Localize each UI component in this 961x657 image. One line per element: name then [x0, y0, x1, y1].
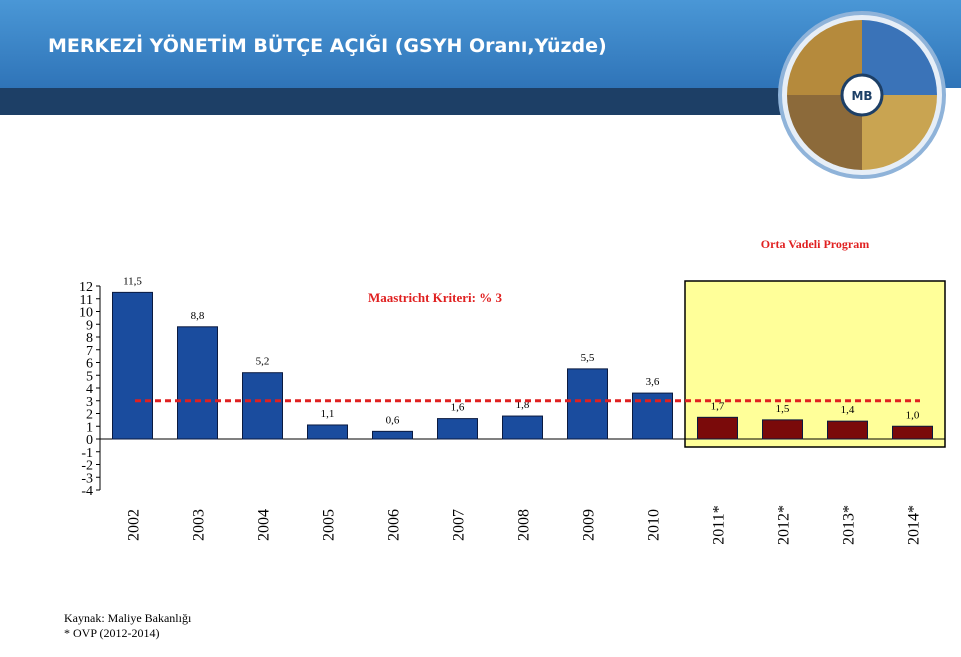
logo-text: MB [851, 89, 872, 103]
x-tick-label: 2013* [841, 505, 858, 545]
y-tick-label: 2 [86, 408, 93, 423]
plot: Orta Vadeli Program-4-3-2-10123456789101… [79, 237, 945, 545]
x-tick-label: 2010 [646, 509, 663, 541]
bar [828, 421, 868, 439]
bar [178, 327, 218, 439]
value-label: 11,5 [123, 275, 142, 287]
highlight-label: Orta Vadeli Program [761, 237, 869, 251]
bar [698, 417, 738, 439]
reference-label: Maastricht Kriteri: % 3 [368, 290, 502, 305]
value-label: 1,5 [776, 403, 790, 415]
bar [438, 419, 478, 439]
y-tick-label: 12 [79, 280, 93, 295]
x-tick-label: 2003 [191, 509, 208, 541]
page: MERKEZİ YÖNETİM BÜTÇE AÇIĞI (GSYH Oranı,… [0, 0, 961, 652]
x-tick-label: 2005 [321, 509, 338, 541]
value-label: 1,6 [451, 402, 465, 414]
y-tick-label: -2 [81, 459, 93, 474]
x-tick-label: 2009 [581, 509, 598, 541]
y-tick-label: 7 [86, 344, 93, 359]
value-label: 1,0 [906, 409, 920, 421]
y-tick-label: 11 [80, 293, 93, 308]
bar [893, 426, 933, 439]
bar [373, 431, 413, 439]
y-tick-label: -4 [81, 484, 93, 499]
y-tick-label: 5 [86, 369, 93, 384]
x-tick-label: 2011* [711, 505, 728, 544]
value-label: 8,8 [191, 310, 205, 322]
y-tick-label: 3 [86, 395, 93, 410]
x-tick-label: 2007 [451, 509, 468, 541]
y-tick-label: -1 [81, 446, 93, 461]
bar [503, 416, 543, 439]
y-tick-label: 9 [86, 318, 93, 333]
bar [308, 425, 348, 439]
y-tick-label: -3 [81, 471, 93, 486]
y-tick-label: 4 [86, 382, 93, 397]
value-label: 3,6 [646, 376, 660, 388]
value-label: 5,2 [256, 356, 270, 368]
y-tick-label: 6 [86, 357, 93, 372]
value-label: 5,5 [581, 352, 595, 364]
logo: MB [780, 13, 944, 177]
y-tick-label: 8 [86, 331, 93, 346]
y-tick-label: 1 [86, 420, 93, 435]
y-tick-label: 10 [79, 306, 93, 321]
x-tick-label: 2004 [256, 509, 273, 541]
source: Kaynak: Maliye Bakanlığı [64, 611, 192, 625]
header-strip [0, 88, 800, 115]
bar [763, 420, 803, 439]
x-tick-label: 2012* [776, 505, 793, 545]
slide: MERKEZİ YÖNETİM BÜTÇE AÇIĞI (GSYH Oranı,… [0, 0, 961, 652]
note: * OVP (2012-2014) [64, 626, 160, 640]
x-tick-label: 2006 [386, 509, 403, 541]
x-tick-label: 2008 [516, 509, 533, 541]
title: MERKEZİ YÖNETİM BÜTÇE AÇIĞI (GSYH Oranı,… [48, 33, 607, 57]
value-label: 1,1 [321, 408, 335, 420]
value-label: 0,6 [386, 414, 400, 426]
bar [568, 369, 608, 439]
value-label: 1,4 [841, 404, 855, 416]
bar [243, 373, 283, 439]
y-tick-label: 0 [86, 433, 93, 448]
bar [113, 292, 153, 439]
x-tick-label: 2014* [906, 505, 923, 545]
x-tick-label: 2002 [126, 509, 143, 541]
